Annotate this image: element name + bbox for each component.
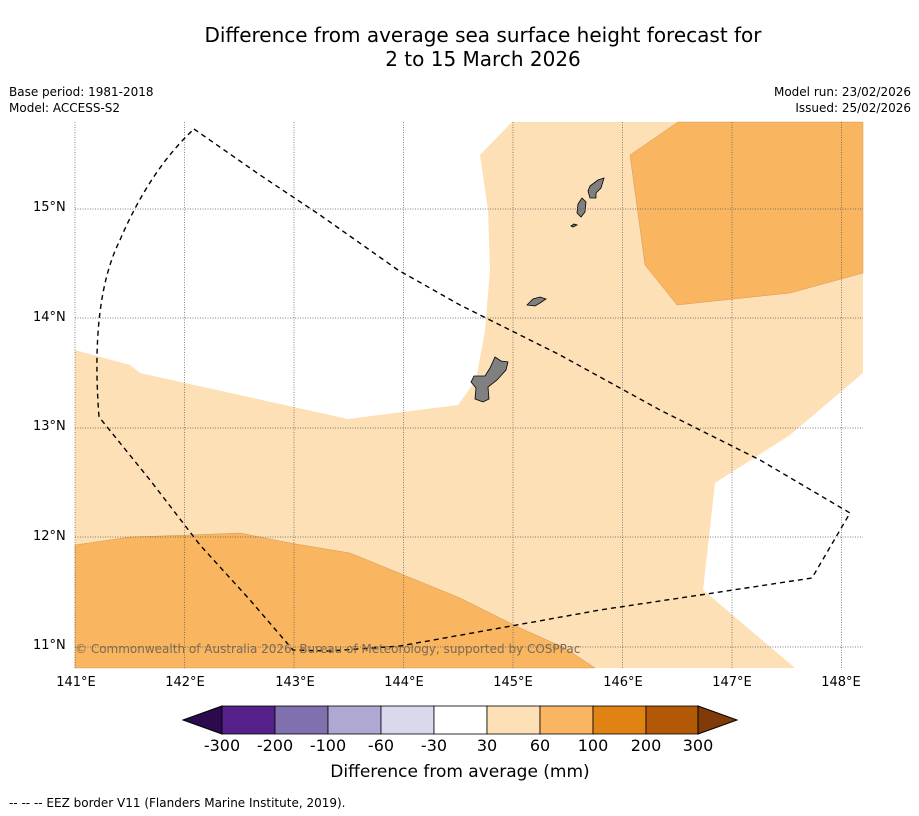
colorbar-tick-label: -100 <box>309 736 347 755</box>
lat-tick-label: 15°N <box>33 200 66 215</box>
colorbar-bin-7 <box>539 705 594 735</box>
lon-tick-label: 143°E <box>275 675 315 690</box>
lat-tick-label: 12°N <box>33 529 66 544</box>
base-period: Base period: 1981-2018 <box>9 85 154 99</box>
anomaly-region-60-100-northeast <box>629 121 864 306</box>
meta-left: Base period: 1981-2018 Model: ACCESS-S2 <box>9 84 154 116</box>
colorbar-bin-9 <box>645 705 699 735</box>
colorbar-bin-4 <box>380 705 435 735</box>
issued-date: Issued: 25/02/2026 <box>795 101 911 115</box>
colorbar-title: Difference from average (mm) <box>330 762 590 782</box>
colorbar-tick-label: -200 <box>256 736 294 755</box>
chart-title: Difference from average sea surface heig… <box>0 23 919 71</box>
colorbar-tick-label: 60 <box>529 736 551 755</box>
colorbar-tick-label: 200 <box>630 736 662 755</box>
tinian-island <box>576 197 587 218</box>
colorbar-bin-3 <box>327 705 382 735</box>
colorbar-tick-label: 100 <box>577 736 609 755</box>
lon-tick-label: 142°E <box>165 675 205 690</box>
colorbar-bin-8 <box>592 705 647 735</box>
colorbar-extend-low <box>181 705 223 735</box>
colorbar-tick-label: -60 <box>367 736 395 755</box>
colorbar-extend-high <box>697 705 739 735</box>
lon-tick-label: 145°E <box>493 675 533 690</box>
title-line-1: Difference from average sea surface heig… <box>204 23 762 47</box>
copyright-notice: © Commonwealth of Australia 2026, Bureau… <box>75 642 581 656</box>
eez-legend: -- -- -- EEZ border V11 (Flanders Marine… <box>9 796 346 810</box>
guam-island <box>470 356 509 403</box>
model-name: Model: ACCESS-S2 <box>9 101 121 115</box>
colorbar-tick-label: 300 <box>682 736 714 755</box>
lat-tick-label: 11°N <box>33 638 66 653</box>
colorbar-tick-label: -30 <box>420 736 448 755</box>
lon-tick-label: 148°E <box>821 675 861 690</box>
colorbar-bin-1 <box>221 705 276 735</box>
lat-tick-label: 13°N <box>33 419 66 434</box>
colorbar-bin-5 <box>433 705 488 735</box>
colorbar-tick-label: 30 <box>476 736 498 755</box>
lon-tick-label: 147°E <box>712 675 752 690</box>
lon-tick-label: 146°E <box>603 675 643 690</box>
gridlines <box>74 122 863 668</box>
map-panel <box>74 121 864 669</box>
land-islands <box>470 177 605 403</box>
aguijan-islet <box>570 223 579 228</box>
colorbar <box>181 705 739 735</box>
title-line-2: 2 to 15 March 2026 <box>385 47 581 71</box>
lat-tick-label: 14°N <box>33 310 66 325</box>
lon-tick-label: 141°E <box>56 675 96 690</box>
model-run: Model run: 23/02/2026 <box>773 85 911 99</box>
meta-right: Model run: 23/02/2026 Issued: 25/02/2026 <box>774 84 911 116</box>
saipan-island <box>587 177 605 199</box>
colorbar-tick-label: -300 <box>203 736 241 755</box>
colorbar-bin-6 <box>486 705 541 735</box>
colorbar-bin-2 <box>274 705 329 735</box>
rota-island <box>526 296 547 307</box>
lon-tick-label: 144°E <box>384 675 424 690</box>
eez-border <box>96 128 851 652</box>
